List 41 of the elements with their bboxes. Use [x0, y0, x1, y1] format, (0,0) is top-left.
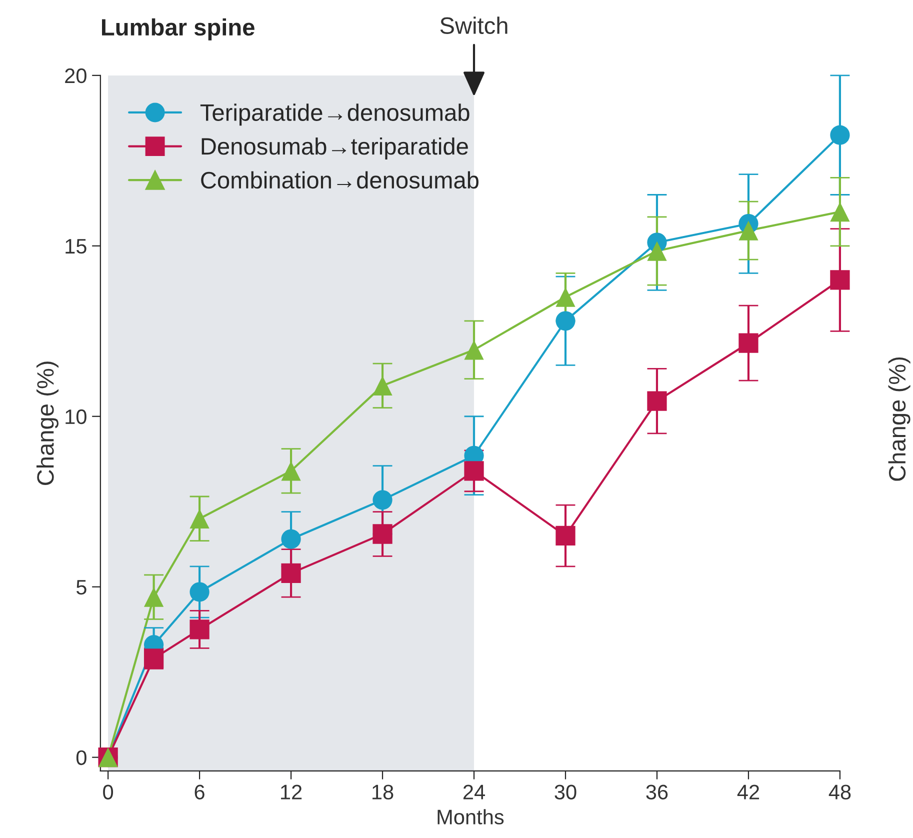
text: Change (%) [888, 357, 910, 481]
x-tick-label: 0 [103, 784, 114, 800]
y-tick-label: 20 [65, 68, 86, 84]
x-tick-label: 42 [737, 784, 760, 800]
x-tick-label: 6 [194, 784, 204, 800]
point [281, 529, 301, 549]
point [144, 587, 164, 607]
point [281, 461, 301, 481]
point [556, 287, 576, 307]
point [830, 125, 850, 145]
y-tick-label: 15 [66, 239, 86, 254]
point [738, 333, 758, 353]
annotation: Switch [440, 16, 508, 34]
x-tick-label: 12 [281, 784, 302, 800]
x-tick-label: 36 [646, 784, 668, 800]
chart-title: Lumbar spine [102, 18, 254, 40]
point [190, 620, 210, 640]
point [556, 311, 576, 331]
point [372, 490, 392, 510]
point [372, 524, 392, 544]
point [556, 526, 576, 546]
y-tick-label: 0 [76, 750, 86, 766]
point [738, 220, 758, 240]
x-tick-label: 30 [554, 784, 576, 800]
y-axis-title: Change (%) [36, 362, 59, 485]
y-tick-label: 5 [76, 580, 86, 595]
y-tick-label: 10 [66, 409, 86, 424]
legend-label: Denosumab→teriparatide [202, 137, 468, 160]
legend-label: Teriparatide→denosumab [200, 104, 470, 126]
point [647, 241, 667, 261]
x-tick-label: 48 [828, 784, 851, 800]
x-tick-label: 18 [372, 784, 394, 800]
point [464, 461, 484, 481]
x-axis-title: Months [438, 809, 504, 824]
point [281, 563, 301, 584]
legend-label: Combination→denosumab [201, 171, 478, 189]
x-tick-label: 24 [463, 784, 485, 800]
point [647, 391, 667, 411]
point [830, 270, 850, 290]
point [190, 582, 210, 602]
point [464, 340, 484, 360]
